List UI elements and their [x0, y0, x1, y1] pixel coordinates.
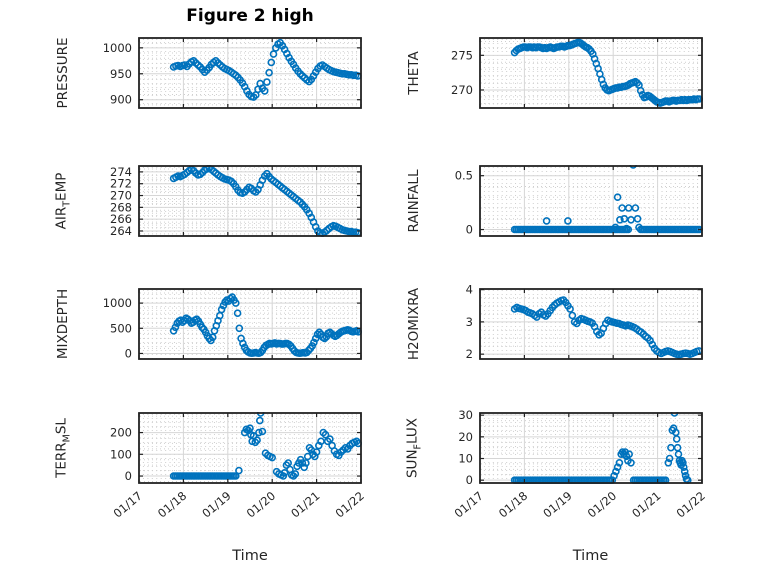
series-theta — [510, 38, 703, 107]
ylabel-terrmsl: TERRMSL — [53, 418, 73, 478]
series-rainfall — [510, 165, 703, 234]
ytick-label-mixdepth: 1000 — [103, 296, 132, 310]
ytick-label-h2omixra: 4 — [466, 283, 473, 297]
ytick-label-theta: 270 — [451, 83, 473, 97]
subplot-mixdepth: 0 500 1000 — [103, 288, 362, 360]
ylabel-h2omixra: H2OMIXRA — [406, 287, 422, 361]
xtick-label: 01/18 — [496, 489, 530, 521]
ytick-label-airtemp: 268 — [110, 200, 132, 214]
xtick-label: 01/21 — [629, 489, 663, 521]
ylabel-airtemp: AIRTEMP — [53, 172, 73, 230]
subplot-theta: 270 275 — [451, 37, 703, 109]
ylabel-rainfall: RAINFALL — [406, 169, 422, 233]
xtick-label: 01/18 — [155, 489, 189, 521]
ytick-label-rainfall: 0.5 — [455, 169, 473, 183]
ytick-label-sunflux: 20 — [458, 430, 473, 444]
ytick-label-pressure: 900 — [110, 93, 132, 107]
ytick-label-pressure: 950 — [110, 67, 132, 81]
xlabel-right: Time — [572, 548, 609, 564]
ytick-label-mixdepth: 500 — [110, 321, 132, 335]
xlabel-left: Time — [232, 548, 268, 564]
ytick-label-airtemp: 266 — [110, 212, 132, 226]
ylabel-mixdepth: MIXDEPTH — [55, 288, 71, 360]
ytick-label-rainfall: 0 — [466, 223, 473, 237]
ytick-label-sunflux: 30 — [458, 408, 473, 422]
ytick-label-sunflux: 0 — [466, 473, 473, 487]
ytick-label-airtemp: 264 — [110, 224, 132, 238]
ylabel-sunflux: SUNFLUX — [404, 417, 424, 479]
series-airtemp — [169, 165, 362, 237]
xtick-label: 01/21 — [288, 489, 322, 521]
ytick-label-theta: 275 — [451, 48, 473, 62]
xtick-label: 01/20 — [244, 489, 278, 521]
ytick-label-terrmsl: 0 — [125, 469, 132, 483]
series-terrmsl — [169, 412, 362, 480]
ytick-label-terrmsl: 100 — [110, 447, 132, 461]
ytick-label-airtemp: 270 — [110, 189, 132, 203]
series-mixdepth — [169, 293, 362, 358]
ytick-label-sunflux: 10 — [458, 452, 473, 466]
xtick-label: 01/19 — [199, 489, 233, 521]
subplot-terrmsl: 0 100 200 01/17 01/18 01/19 01/20 01/21 01/22 — [110, 412, 367, 521]
series-h2omixra — [510, 296, 703, 359]
subplot-pressure: 900 950 1000 — [103, 37, 362, 109]
subplot-h2omixra: 2 3 4 — [466, 283, 703, 361]
ytick-label-terrmsl: 200 — [110, 426, 132, 440]
ylabel-pressure: PRESSURE — [55, 37, 71, 109]
subplot-sunflux: 0 10 20 30 01/17 01/18 01/19 01/20 01/21 01/22 — [452, 408, 708, 520]
subplot-rainfall: 00.5 — [455, 165, 703, 237]
ytick-label-h2omixra: 3 — [466, 315, 473, 329]
xtick-label: 01/22 — [333, 489, 367, 521]
ytick-label-pressure: 1000 — [103, 41, 132, 55]
xtick-label: 01/19 — [540, 489, 574, 521]
series-pressure — [169, 38, 362, 101]
ytick-label-airtemp: 272 — [110, 177, 132, 191]
xtick-label: 01/22 — [674, 489, 708, 521]
xtick-label: 01/20 — [585, 489, 619, 521]
ytick-label-mixdepth: 0 — [125, 346, 132, 360]
figure-title: Figure 2 high — [186, 6, 314, 26]
ytick-label-airtemp: 274 — [110, 165, 132, 179]
ytick-label-h2omixra: 2 — [466, 347, 473, 361]
xtick-label: 01/17 — [452, 489, 486, 521]
ylabel-theta: THETA — [406, 51, 422, 95]
xtick-label: 01/17 — [111, 489, 145, 521]
